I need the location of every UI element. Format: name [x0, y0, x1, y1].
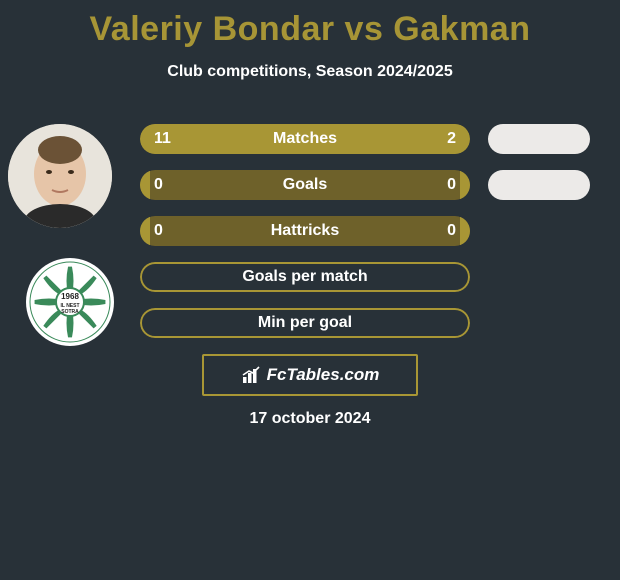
stat-label: Hattricks [140, 216, 470, 246]
player1-club-badge: 1968 IL NEST SOTRA [26, 258, 114, 346]
date-label: 17 october 2024 [0, 410, 620, 428]
stat-label: Goals [140, 170, 470, 200]
svg-text:1968: 1968 [61, 292, 79, 301]
brand-box: FcTables.com [202, 354, 418, 396]
stat-row: 112Matches [140, 124, 470, 154]
svg-text:SOTRA: SOTRA [61, 309, 79, 315]
stat-row: Goals per match [140, 262, 470, 292]
page-title: Valeriy Bondar vs Gakman [0, 0, 620, 49]
stat-bar: Min per goal [140, 308, 470, 338]
stat-row: 00Goals [140, 170, 470, 200]
brand-label: FcTables.com [267, 365, 380, 385]
stat-row: 00Hattricks [140, 216, 470, 246]
stat-bar: 112Matches [140, 124, 470, 154]
bar-chart-icon [241, 365, 263, 385]
subtitle: Club competitions, Season 2024/2025 [0, 63, 620, 81]
player1-avatar [8, 124, 112, 228]
stat-label: Matches [140, 124, 470, 154]
stat-row: Min per goal [140, 308, 470, 338]
stat-label: Goals per match [140, 262, 470, 292]
player2-avatar-placeholder [488, 124, 590, 154]
stat-bar: Goals per match [140, 262, 470, 292]
player2-avatar-placeholder [488, 170, 590, 200]
stat-label: Min per goal [140, 308, 470, 338]
stat-bar: 00Goals [140, 170, 470, 200]
stat-bar: 00Hattricks [140, 216, 470, 246]
avatar-head-icon [8, 124, 112, 228]
club-crest-icon: 1968 IL NEST SOTRA [29, 261, 111, 343]
